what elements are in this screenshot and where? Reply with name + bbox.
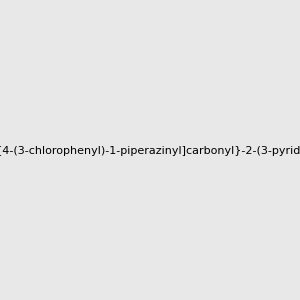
Text: 6-chloro-4-{[4-(3-chlorophenyl)-1-piperazinyl]carbonyl}-2-(3-pyridinyl)quinoline: 6-chloro-4-{[4-(3-chlorophenyl)-1-pipera… [0, 146, 300, 157]
